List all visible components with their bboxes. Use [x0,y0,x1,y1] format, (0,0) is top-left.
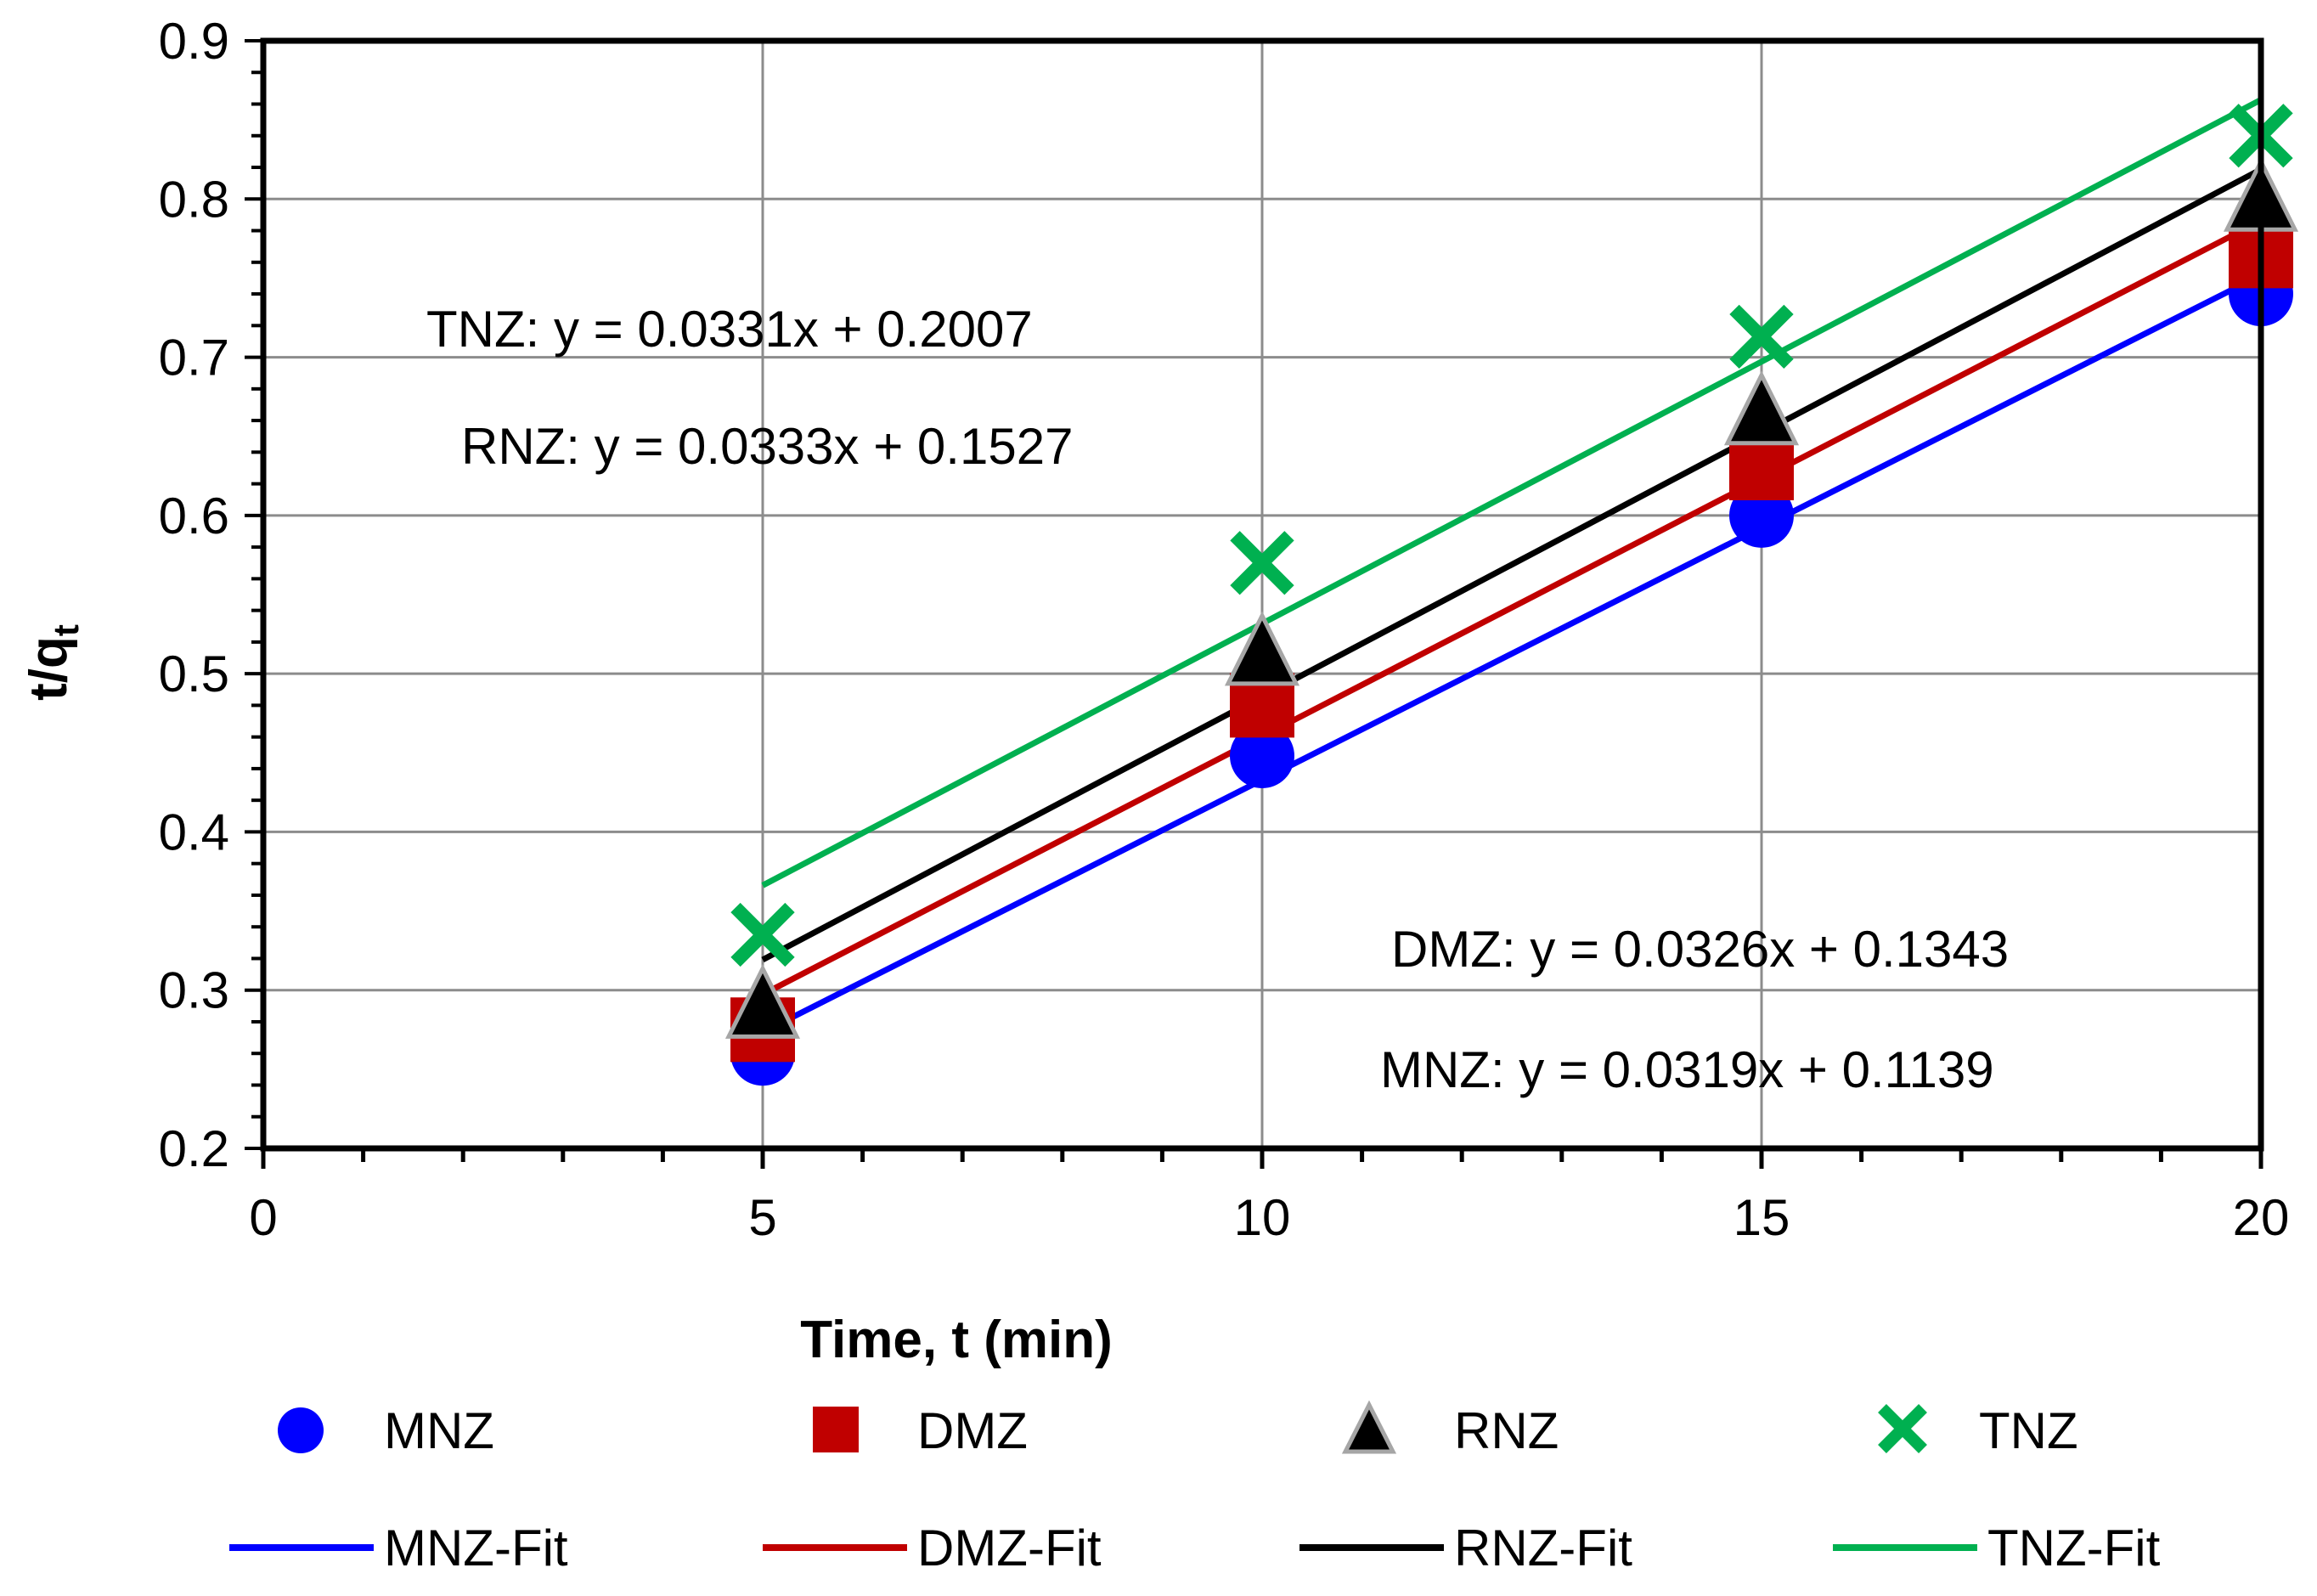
legend-marker-mnz [278,1407,324,1453]
y-tick-label: 0.3 [159,962,229,1019]
legend-label-mnz-fit: MNZ-Fit [384,1520,568,1576]
point-rnz [1224,611,1300,686]
x-tick-labels: 0 5 10 15 20 [249,1189,2289,1246]
fit-line-mnz-fit [761,272,2263,1035]
data-points [724,104,2299,1086]
equation-dmz: DMZ: y = 0.0326x + 0.1343 [1391,921,2009,978]
point-tnz [730,902,795,967]
y-axis-title-subscript: t [46,624,86,636]
point-dmz [1729,435,1794,500]
y-tick-label: 0.7 [159,330,229,386]
x-tick-label: 0 [249,1189,277,1246]
x-tick-label: 5 [748,1189,776,1246]
fit-lines [761,97,2263,1035]
point-tnz [1729,304,1794,369]
y-tick-label: 0.4 [159,804,229,860]
legend-label-tnz-fit: TNZ-Fit [1987,1520,2161,1576]
point-rnz [1723,370,1800,446]
axis-ticks [245,39,2263,1169]
equation-mnz: MNZ: y = 0.0319x + 0.1139 [1380,1041,1994,1098]
y-tick-label: 0.2 [159,1120,229,1177]
legend-label-tnz: TNZ [1979,1402,2078,1459]
legend-marker-dmz [813,1407,859,1452]
point-tnz [1230,531,1294,595]
y-tick-label: 0.6 [159,488,229,544]
legend-label-rnz: RNZ [1454,1402,1559,1459]
legend-marker-rnz [1341,1400,1397,1454]
point-mnz [1230,724,1294,789]
legend-label-rnz-fit: RNZ-Fit [1454,1520,1632,1576]
y-tick-label: 0.9 [159,13,229,70]
y-axis-title: t/qt [20,624,86,701]
legend-label-mnz: MNZ [384,1402,494,1459]
equation-tnz: TNZ: y = 0.0331x + 0.2007 [426,301,1033,358]
x-tick-label: 15 [1734,1189,1790,1246]
fit-line-rnz-fit [761,166,2263,963]
fit-line-dmz-fit [761,217,2263,997]
legend: MNZ DMZ RNZ TNZ MNZ-Fit DMZ-Fit RNZ-Fit … [229,1400,2161,1576]
x-axis-title: Time, t (min) [800,1311,1112,1369]
point-rnz [724,963,801,1039]
fit-line-tnz-fit [761,97,2263,888]
y-tick-labels: 0.2 0.3 0.4 0.5 0.6 0.7 0.8 0.9 [159,13,229,1177]
y-tick-label: 0.5 [159,646,229,702]
legend-label-dmz-fit: DMZ-Fit [917,1520,1102,1576]
grid-lines [263,41,2261,1148]
y-tick-label: 0.8 [159,171,229,228]
equation-rnz: RNZ: y = 0.0333x + 0.1527 [461,418,1073,475]
y-axis-title-main: t/q [20,636,78,701]
legend-marker-tnz [1878,1404,1927,1453]
x-tick-label: 10 [1234,1189,1291,1246]
x-tick-label: 20 [2233,1189,2290,1246]
legend-label-dmz: DMZ [917,1402,1028,1459]
